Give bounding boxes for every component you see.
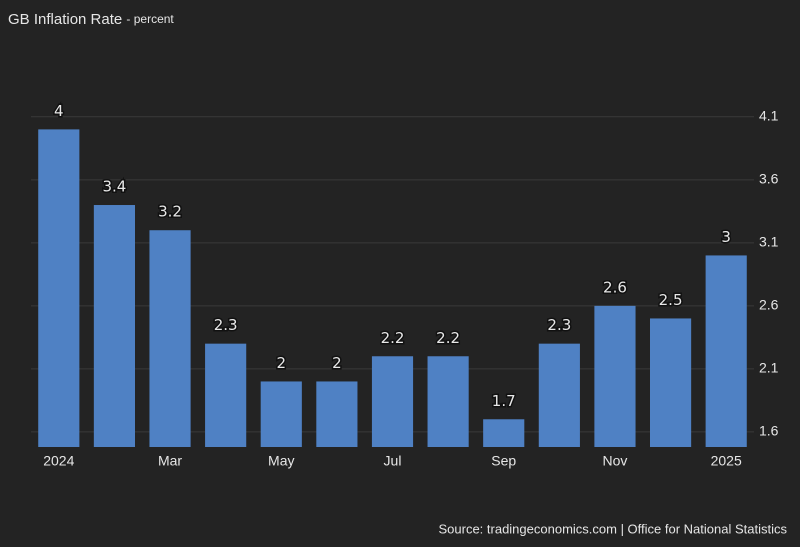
subtitle: - percent [126,12,174,26]
x-tick-label: Jul [384,453,402,469]
x-tick-label: Nov [603,453,628,469]
bar [594,305,636,447]
bar [705,255,747,447]
source: Source: tradingeconomics.com | Office fo… [438,521,787,536]
value-label: 2.3 [547,316,571,334]
x-tick-label: 2024 [43,453,74,469]
bar [649,318,692,447]
value-label: 2.3 [214,316,238,334]
bar [371,356,414,447]
x-tick-label: May [268,453,294,469]
value-label: 4 [54,102,64,120]
value-label: 2.5 [659,291,683,309]
y-tick-label: 2.1 [759,360,779,376]
y-tick-label: 2.6 [759,297,779,313]
value-label: 3.4 [102,178,126,196]
value-label: 3 [721,228,731,246]
value-label: 2 [332,354,342,372]
bar [427,356,469,447]
bar [149,230,191,447]
value-label: 3.2 [158,203,182,221]
chart-title: GB Inflation Rate - percent [8,11,174,28]
value-label: 2.2 [381,329,405,347]
bar [483,419,525,447]
y-tick-label: 1.6 [759,423,779,439]
bar [205,343,247,447]
y-tick-label: 4.1 [759,107,779,123]
value-label: 1.7 [492,392,516,410]
x-tick-label: Sep [491,453,516,469]
bar [93,205,136,447]
y-tick-label: 3.6 [759,171,779,187]
y-tick-label: 3.1 [759,234,779,250]
bar [38,129,80,447]
value-label: 2.2 [436,329,460,347]
bar [316,381,358,447]
value-label: 2 [276,354,286,372]
bar [538,343,580,447]
title-text: GB Inflation Rate [8,11,122,28]
x-tick-label: Mar [158,453,182,469]
bar [260,381,302,447]
value-label: 2.6 [603,278,627,296]
x-tick-label: 2025 [711,453,742,469]
